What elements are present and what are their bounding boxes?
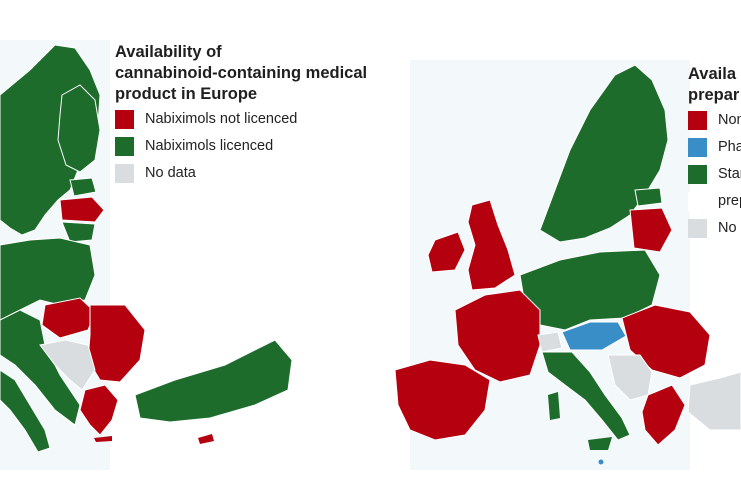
legend-items: Nabiximols not licenced Nabiximols licen…: [115, 110, 367, 191]
region-balkans-nodata: [39, 339, 96, 391]
region-romania-bulgaria: [87, 304, 146, 383]
legend-items: Non Pha Star prep No d: [688, 111, 741, 246]
region-cyprus: [198, 434, 214, 444]
legend-item-no-data: No data: [115, 164, 367, 191]
europe-map-preparations: [390, 0, 741, 486]
legend-item-no-data: No d: [688, 219, 741, 246]
region-ireland: [427, 231, 466, 273]
region-sicily: [588, 437, 612, 450]
legend-title: Availa: [688, 65, 737, 83]
legend-title: Availability of cannabinoid-containing m…: [115, 43, 368, 103]
region-west-balkans-coast: [0, 309, 81, 426]
legend-label: Non: [718, 112, 741, 128]
region-sardinia: [548, 392, 560, 420]
europe-map-nabiximols: [0, 40, 293, 470]
region-switzerland: [537, 331, 563, 353]
left-map-panel: Availability of cannabinoid-containing m…: [0, 40, 368, 470]
region-italy: [0, 369, 51, 453]
legend-preparations: Availa prepar Non Pha Star prep No d: [688, 64, 741, 246]
legend-label: No data: [145, 165, 196, 181]
legend-label: prep: [718, 193, 741, 209]
swatch-grey: [688, 219, 707, 238]
region-latvia: [629, 207, 673, 253]
legend-item-not-licenced: Nabiximols not licenced: [115, 110, 367, 137]
region-france: [454, 289, 541, 383]
region-lithuania: [61, 221, 96, 243]
region-turkey-nodata: [687, 371, 741, 431]
legend-item-pharmacy: Pha: [688, 138, 741, 165]
region-hungary: [41, 297, 96, 339]
region-greece: [641, 384, 686, 446]
legend-label: Star: [718, 166, 741, 182]
legend-label: Nabiximols licenced: [145, 138, 274, 154]
legend-label: No d: [718, 220, 741, 236]
legend-item-none: Non: [688, 111, 741, 138]
legend-item-standard: Star: [688, 165, 741, 192]
region-greece: [79, 384, 119, 436]
legend-title-line-2: prepar: [688, 86, 740, 104]
swatch-red: [688, 111, 707, 130]
region-italy: [541, 351, 631, 441]
legend-label: Pha: [718, 139, 741, 155]
region-estonia: [69, 177, 97, 197]
swatch-blue: [688, 138, 707, 157]
region-estonia: [634, 187, 663, 207]
region-crete: [94, 436, 112, 442]
legend-item-licenced: Nabiximols licenced: [115, 137, 367, 164]
region-finland: [57, 84, 101, 173]
region-malta: [598, 459, 604, 465]
right-map-panel: Availa prepar Non Pha Star prep No d: [390, 0, 741, 486]
legend-label: Nabiximols not licenced: [145, 111, 298, 127]
swatch-green: [688, 165, 707, 184]
region-turkey: [134, 339, 293, 423]
swatch-blank: [688, 192, 707, 211]
region-uk: [467, 199, 516, 291]
region-latvia: [59, 196, 105, 223]
region-iberia: [394, 359, 491, 441]
legend-availability: Availability of cannabinoid-containing m…: [115, 42, 367, 191]
swatch-grey: [115, 164, 134, 183]
swatch-green: [115, 137, 134, 156]
swatch-red: [115, 110, 134, 129]
legend-item-preparations: prep: [688, 192, 741, 219]
